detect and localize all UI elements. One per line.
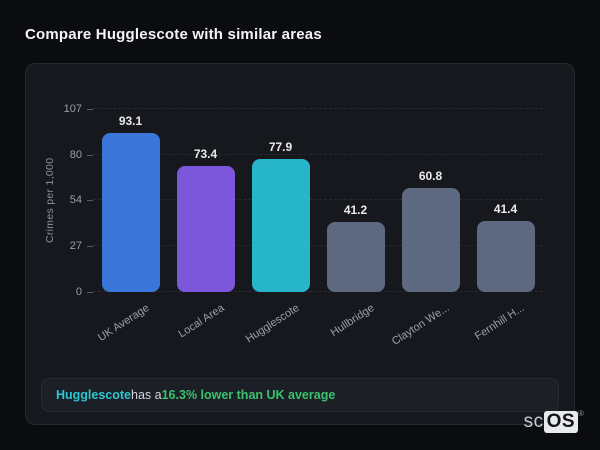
logo-suffix: OS bbox=[543, 411, 579, 433]
x-axis-label: Hullbridge bbox=[327, 302, 377, 340]
scos-logo: sc OS ® bbox=[523, 409, 584, 433]
bar-UK Average[interactable] bbox=[101, 132, 160, 292]
note-subject: Hugglescote bbox=[56, 388, 132, 402]
x-axis-label: Clayton We... bbox=[389, 302, 452, 348]
gridline bbox=[93, 154, 543, 156]
y-axis-tick-label: 54 bbox=[69, 193, 82, 206]
note-connector: has a bbox=[131, 388, 162, 402]
y-axis-tick-mark bbox=[87, 292, 93, 293]
bar-slot: 73.4 bbox=[168, 109, 243, 292]
bar-Fernhill H...[interactable] bbox=[476, 221, 535, 292]
bars-row: 93.1 73.4 77.9 41.2 60.8 41.4 bbox=[93, 109, 543, 292]
bar-Hugglescote[interactable] bbox=[251, 158, 310, 292]
registered-mark-icon: ® bbox=[578, 409, 584, 418]
bar-value-label: 41.2 bbox=[343, 202, 368, 217]
y-axis-tick-label: 27 bbox=[69, 239, 82, 252]
gridline bbox=[93, 198, 543, 200]
x-axis-label: Local Area bbox=[175, 302, 227, 341]
gridline bbox=[93, 108, 543, 109]
bar-value-label: 73.4 bbox=[193, 147, 218, 162]
comparison-note: Hugglescote has a 16.3% lower than UK av… bbox=[41, 378, 559, 412]
y-axis-tick-mark bbox=[87, 155, 93, 157]
note-highlight: 16.3% lower than UK average bbox=[161, 388, 336, 402]
bar-value-label: 41.4 bbox=[493, 202, 518, 217]
bar-slot: 77.9 bbox=[243, 109, 318, 292]
x-axis-label: Hugglescote bbox=[243, 302, 302, 346]
x-axis-label: UK Average bbox=[95, 302, 152, 344]
logo-prefix: sc bbox=[523, 411, 544, 432]
bar-Hullbridge[interactable] bbox=[326, 221, 385, 292]
y-axis-tick-label: 107 bbox=[63, 103, 82, 115]
x-axis-labels: UK Average Local Area Hugglescote Hullbridg… bbox=[93, 292, 543, 352]
y-axis-tick-mark bbox=[87, 109, 93, 110]
bar-slot: 93.1 bbox=[93, 109, 168, 292]
bar-slot: 60.8 bbox=[393, 109, 468, 292]
bar-slot: 41.4 bbox=[468, 109, 543, 292]
y-axis-tick-mark bbox=[87, 245, 93, 247]
y-axis-tick-mark bbox=[87, 199, 93, 201]
bar-slot: 41.2 bbox=[318, 109, 393, 292]
plot-area: 93.1 73.4 77.9 41.2 60.8 41.4 bbox=[93, 108, 543, 292]
bar-value-label: 60.8 bbox=[418, 169, 443, 184]
y-axis-tick-label: 0 bbox=[75, 286, 82, 298]
bar-value-label: 93.1 bbox=[118, 113, 143, 128]
y-axis-tick-label: 80 bbox=[69, 149, 82, 162]
gridline bbox=[93, 291, 543, 292]
chart-card: Crimes per 1,000 0 27 54 80 107 93.1 73.4 77.9… bbox=[25, 63, 575, 425]
bar-Local Area[interactable] bbox=[176, 166, 235, 292]
bar-value-label: 77.9 bbox=[268, 139, 293, 154]
page-title: Compare Hugglescote with similar areas bbox=[25, 26, 322, 43]
gridline bbox=[93, 244, 543, 246]
bar-Clayton We...[interactable] bbox=[401, 188, 460, 292]
x-axis-label: Fernhill H... bbox=[472, 302, 527, 343]
